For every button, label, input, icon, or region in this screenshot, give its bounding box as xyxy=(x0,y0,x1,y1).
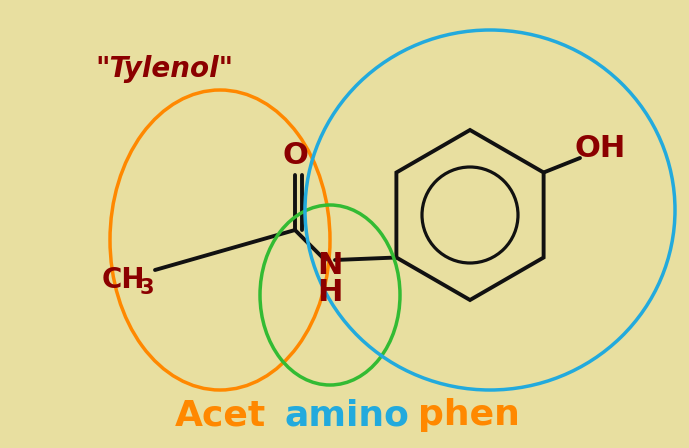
Text: amino: amino xyxy=(285,398,410,432)
Text: Acet: Acet xyxy=(175,398,266,432)
Text: O: O xyxy=(282,141,308,169)
Text: N: N xyxy=(318,250,342,280)
Polygon shape xyxy=(396,130,544,300)
Text: OH: OH xyxy=(575,134,626,163)
Text: 3: 3 xyxy=(140,278,154,298)
Text: phen: phen xyxy=(418,398,520,432)
Text: H: H xyxy=(318,277,342,306)
Text: "Tylenol": "Tylenol" xyxy=(95,55,233,83)
Text: CH: CH xyxy=(101,266,145,294)
